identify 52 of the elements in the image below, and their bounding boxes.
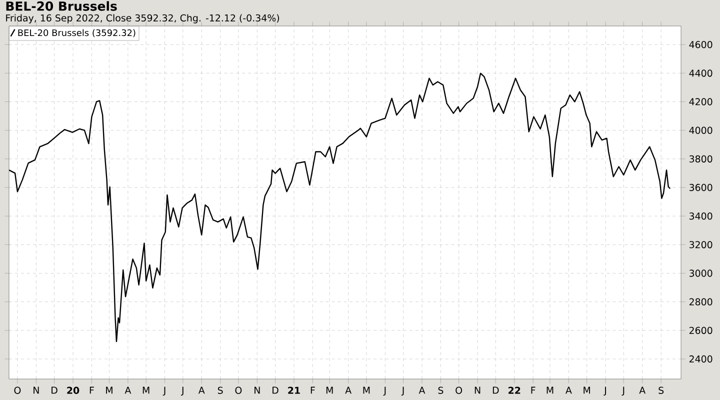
y-tick-label: 4600 (689, 40, 712, 48)
y-tick-label: 2600 (689, 326, 712, 334)
y-tick-label: 3800 (690, 155, 712, 162)
x-tick-label: M (546, 386, 554, 394)
y-tick-label: 2800 (689, 298, 712, 306)
x-tick-label: A (639, 386, 646, 394)
x-tick-label: S (218, 386, 223, 394)
x-tick-label: 21 (288, 386, 300, 394)
x-tick-label: F (90, 386, 94, 394)
x-tick-label: S (438, 386, 444, 394)
x-tick-label: O (235, 386, 242, 394)
line-series (9, 72, 671, 342)
x-tick-label: A (124, 386, 132, 394)
x-tick-label: A (198, 386, 205, 394)
x-tick-label: M (363, 386, 370, 394)
x-tick-label: J (401, 386, 404, 396)
y-tick-label: 3400 (690, 212, 712, 220)
x-tick-label: N (474, 386, 480, 394)
x-tick-label: F (310, 386, 315, 394)
y-tick-label: 4400 (689, 70, 712, 77)
x-tick-label: A (566, 386, 572, 394)
x-tick-label: J (604, 386, 606, 396)
x-tick-label: M (584, 386, 590, 394)
x-tick-label: D (52, 386, 58, 394)
x-tick-label: M (106, 386, 112, 394)
x-tick-label: D (272, 386, 278, 394)
x-tick-label: J (162, 386, 166, 396)
y-tick-label: 4000 (689, 126, 712, 134)
x-tick-label: S (658, 386, 664, 394)
x-tick-label: J (383, 386, 386, 396)
chart-subtitle: Friday, 16 Sep 2022, Close 3592.32, Chg. -12.12 (-0.34%) (6, 14, 280, 24)
x-tick-label: J (622, 386, 624, 396)
x-tick-label: O (456, 386, 462, 394)
x-tick-label: D (492, 386, 499, 394)
x-tick-label: O (14, 386, 21, 394)
y-tick-label: 3000 (690, 270, 712, 277)
x-tick-label: J (181, 386, 184, 396)
x-tick-label: N (34, 386, 39, 394)
legend-label: BEL-20 Brussels (3592.32) (18, 29, 136, 38)
x-tick-label: 20 (67, 386, 80, 394)
y-tick-label: 2400 (689, 355, 712, 363)
x-tick-label: A (418, 386, 426, 394)
y-tick-label: 4200 (689, 98, 712, 106)
y-tick-label: 3600 (690, 184, 712, 192)
x-tick-label: 22 (508, 386, 520, 394)
x-tick-label: M (142, 386, 150, 394)
x-tick-label: A (345, 386, 352, 394)
y-tick-label: 3200 (690, 241, 712, 248)
x-tick-label: F (531, 386, 536, 394)
x-tick-label: M (326, 386, 333, 394)
chart-title: BEL-20 Brussels (6, 1, 117, 11)
x-tick-label: N (254, 386, 260, 394)
